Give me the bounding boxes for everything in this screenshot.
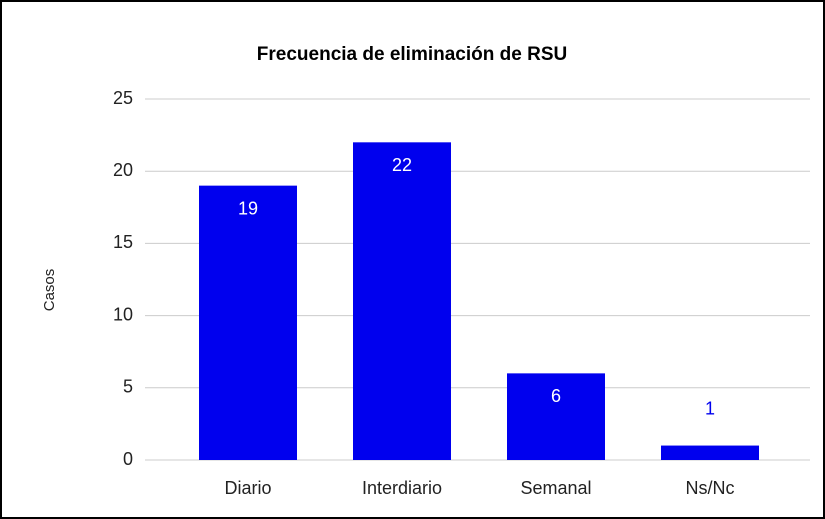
x-tick-label: Interdiario	[362, 478, 442, 498]
bar	[199, 185, 297, 460]
chart-title: Frecuencia de eliminación de RSU	[257, 44, 567, 65]
x-tick-label: Ns/Nc	[686, 478, 735, 498]
x-tick-label: Diario	[224, 478, 271, 498]
bar	[507, 373, 605, 460]
data-label: 19	[238, 198, 258, 218]
y-tick-label: 25	[113, 88, 133, 108]
y-tick-label: 20	[113, 160, 133, 180]
y-tick-label: 10	[113, 304, 133, 324]
bar	[353, 142, 451, 460]
y-tick-label: 5	[123, 377, 133, 397]
x-tick-label: Semanal	[520, 478, 591, 498]
data-label: 1	[705, 398, 715, 418]
bar	[661, 445, 759, 460]
y-tick-label: 15	[113, 232, 133, 252]
y-axis-label: Casos	[41, 269, 58, 312]
data-label: 22	[392, 155, 412, 175]
y-tick-label: 0	[123, 449, 133, 469]
data-label: 6	[551, 386, 561, 406]
